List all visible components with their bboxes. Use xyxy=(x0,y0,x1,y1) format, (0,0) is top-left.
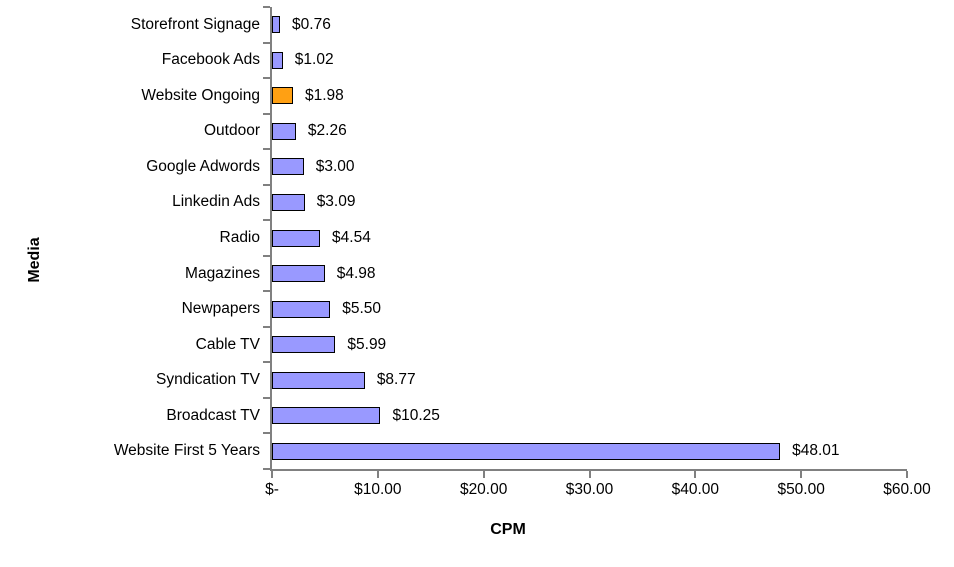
bar-magazines xyxy=(272,265,325,283)
value-label-outdoor: $2.26 xyxy=(307,122,347,140)
value-label-facebook-ads: $1.02 xyxy=(294,51,334,69)
x-axis-tick xyxy=(376,471,379,478)
category-label-website-first-5-years: Website First 5 Years xyxy=(113,442,260,460)
value-label-radio: $4.54 xyxy=(332,229,371,246)
bar-outdoor xyxy=(272,122,296,140)
value-label-magazines: $4.98 xyxy=(336,264,376,282)
category-label-website-ongoing: Website Ongoing xyxy=(141,86,260,104)
x-axis-tick xyxy=(800,471,803,478)
y-axis-tick xyxy=(263,254,270,257)
value-label-newpapers: $5.50 xyxy=(342,300,381,318)
x-axis-tick xyxy=(694,471,697,478)
x-axis-tick-label: $10.00 xyxy=(354,481,402,498)
y-axis-tick xyxy=(263,183,270,186)
x-axis-tick-label: $30.00 xyxy=(565,481,614,498)
value-label-website-first-5-years: $48.01 xyxy=(792,442,840,460)
category-label-cable-tv: Cable TV xyxy=(195,335,260,353)
y-axis-tick xyxy=(263,6,270,8)
bar-cable-tv xyxy=(272,336,336,354)
category-label-outdoor: Outdoor xyxy=(203,122,260,140)
y-axis-tick xyxy=(263,325,270,328)
category-label-broadcast-tv: Broadcast TV xyxy=(166,406,260,424)
bar-broadcast-tv xyxy=(272,407,381,425)
bar-facebook-ads xyxy=(272,51,283,69)
x-axis-tick xyxy=(906,471,908,478)
y-axis-tick xyxy=(263,361,270,364)
bar-storefront-signage xyxy=(272,16,281,34)
x-axis-tick-label: $- xyxy=(265,481,279,498)
bar-radio xyxy=(272,229,321,247)
bar-google-adwords xyxy=(272,158,304,176)
y-axis-tick xyxy=(263,41,270,44)
value-label-linkedin-ads: $3.09 xyxy=(316,193,356,211)
x-axis-tick-label: $50.00 xyxy=(777,481,825,498)
category-label-magazines: Magazines xyxy=(185,264,260,282)
x-axis-tick xyxy=(482,471,485,478)
value-label-google-adwords: $3.00 xyxy=(315,157,355,175)
bar-syndication-tv xyxy=(272,371,365,389)
category-label-facebook-ads: Facebook Ads xyxy=(161,51,260,69)
y-axis-tick xyxy=(263,112,270,115)
y-axis-tick xyxy=(263,468,270,470)
bar-linkedin-ads xyxy=(272,193,305,211)
category-label-syndication-tv: Syndication TV xyxy=(156,371,260,389)
bar-newpapers xyxy=(272,300,331,318)
category-label-google-adwords: Google Adwords xyxy=(146,157,260,175)
y-axis-tick xyxy=(263,219,270,222)
x-axis-title: CPM xyxy=(490,521,526,538)
y-axis-tick xyxy=(263,290,270,293)
y-axis-tick xyxy=(263,77,270,80)
category-label-linkedin-ads: Linkedin Ads xyxy=(172,193,260,211)
category-label-newpapers: Newpapers xyxy=(181,300,260,318)
bar-website-first-5-years xyxy=(272,442,781,460)
y-axis-tick xyxy=(263,396,270,399)
x-axis-tick xyxy=(271,471,273,478)
value-label-storefront-signage: $0.76 xyxy=(292,15,331,33)
y-axis-tick xyxy=(263,432,270,435)
value-label-broadcast-tv: $10.25 xyxy=(392,406,440,424)
value-label-syndication-tv: $8.77 xyxy=(376,371,416,389)
category-label-storefront-signage: Storefront Signage xyxy=(130,15,260,33)
bar-website-ongoing xyxy=(272,87,293,105)
x-axis-tick xyxy=(588,471,591,478)
value-label-cable-tv: $5.99 xyxy=(347,335,387,353)
plot-area: Storefront Signage $0.76 Facebook Ads $1.02… xyxy=(114,6,931,498)
x-axis-tick-label: $40.00 xyxy=(671,481,720,498)
category-label-radio: Radio xyxy=(219,229,261,246)
x-axis-tick-label: $60.00 xyxy=(883,481,931,498)
y-axis-tick xyxy=(263,148,270,151)
value-label-website-ongoing: $1.98 xyxy=(304,86,344,104)
x-axis-tick-label: $20.00 xyxy=(459,481,508,498)
